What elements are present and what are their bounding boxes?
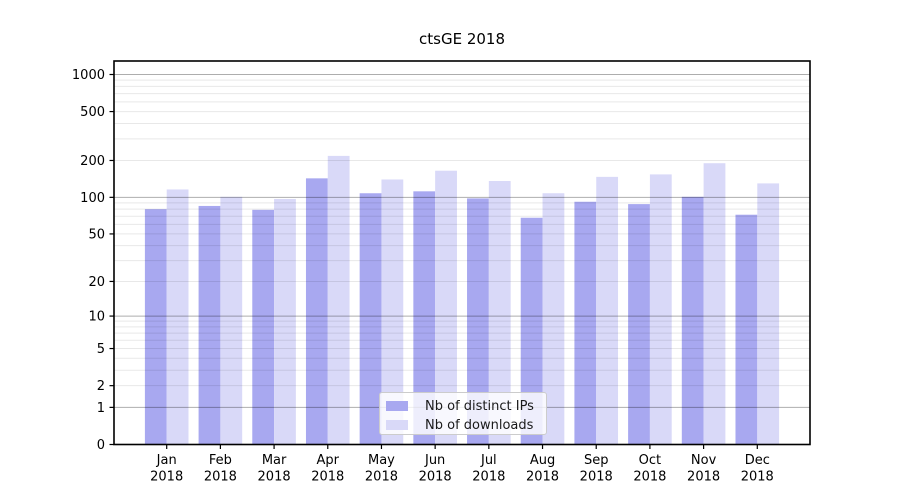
legend-label-distinct-ips: Nb of distinct IPs xyxy=(425,398,534,414)
x-tick-label-jul: Jul 2018 xyxy=(472,453,505,485)
legend-label-downloads: Nb of downloads xyxy=(425,417,534,433)
x-tick-label-oct: Oct 2018 xyxy=(633,453,666,485)
bar-downloads-jul xyxy=(488,181,511,445)
bar-downloads-apr xyxy=(327,155,350,445)
legend-swatch-downloads xyxy=(386,419,408,431)
bar-downloads-may xyxy=(381,179,404,445)
bar-downloads-dec xyxy=(757,183,780,445)
bar-distinct-ips-aug xyxy=(520,217,543,445)
legend-swatch-distinct-ips xyxy=(386,400,408,412)
x-tick-label-apr: Apr 2018 xyxy=(311,453,344,485)
bar-downloads-mar xyxy=(274,198,296,445)
x-tick-label-aug: Aug 2018 xyxy=(526,453,559,485)
bar-downloads-aug xyxy=(542,193,565,445)
bar-distinct-ips-sep xyxy=(574,201,597,445)
y-tick-label-10: 10 xyxy=(88,310,105,325)
chart-title: ctsGE 2018 xyxy=(419,30,505,48)
y-tick-label-500: 500 xyxy=(80,105,105,120)
x-tick-label-may: May 2018 xyxy=(365,453,398,485)
bar-distinct-ips-jul xyxy=(467,198,489,445)
legend-item-distinct-ips: Nb of distinct IPs xyxy=(386,398,546,414)
y-tick-label-5: 5 xyxy=(97,342,105,357)
bar-distinct-ips-apr xyxy=(305,178,328,445)
y-tick-label-50: 50 xyxy=(88,227,105,242)
x-tick-label-dec: Dec 2018 xyxy=(741,453,774,485)
y-tick-label-100: 100 xyxy=(80,191,105,206)
y-tick-label-1000: 1000 xyxy=(72,68,105,83)
bar-downloads-jun xyxy=(435,170,457,445)
x-tick-label-feb: Feb 2018 xyxy=(204,453,237,485)
bar-downloads-oct xyxy=(649,174,672,445)
bar-distinct-ips-may xyxy=(359,193,382,445)
y-tick-label-200: 200 xyxy=(80,154,105,169)
legend: Nb of distinct IPs Nb of downloads xyxy=(379,392,547,435)
bar-distinct-ips-jan xyxy=(144,209,167,445)
x-tick-label-mar: Mar 2018 xyxy=(258,453,291,485)
y-tick-label-1: 1 xyxy=(97,401,105,416)
bar-distinct-ips-nov xyxy=(681,196,704,445)
plot-border xyxy=(113,60,811,446)
bar-distinct-ips-dec xyxy=(735,214,758,445)
x-tick-label-jan: Jan 2018 xyxy=(150,453,183,485)
bar-distinct-ips-jun xyxy=(413,191,436,445)
y-tick-label-2: 2 xyxy=(97,379,105,394)
bar-downloads-sep xyxy=(596,176,619,445)
bar-distinct-ips-feb xyxy=(198,205,221,445)
y-tick-label-0: 0 xyxy=(97,438,105,453)
y-tick-label-20: 20 xyxy=(88,275,105,290)
bar-downloads-feb xyxy=(220,196,243,445)
bar-distinct-ips-mar xyxy=(252,209,275,445)
x-tick-label-nov: Nov 2018 xyxy=(687,453,720,485)
bar-distinct-ips-oct xyxy=(628,204,650,445)
x-tick-label-sep: Sep 2018 xyxy=(580,453,613,485)
bar-downloads-nov xyxy=(703,163,726,445)
x-tick-label-jun: Jun 2018 xyxy=(419,453,452,485)
legend-item-downloads: Nb of downloads xyxy=(386,417,546,433)
bar-downloads-jan xyxy=(166,189,189,445)
